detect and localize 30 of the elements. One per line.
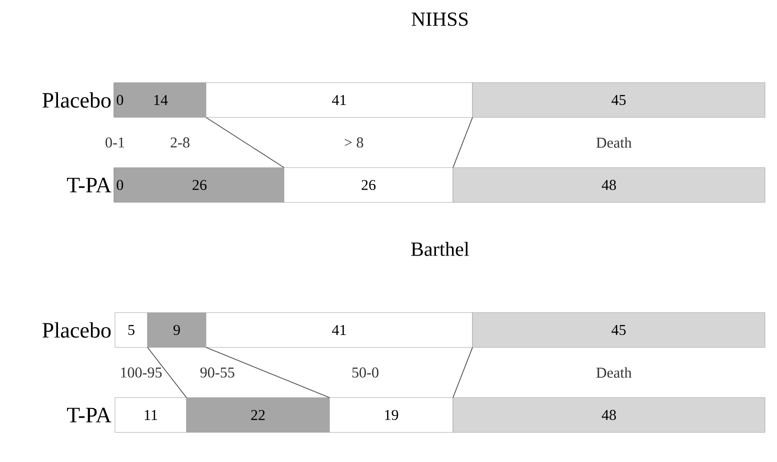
data-label: 41	[332, 95, 346, 105]
data-label: 26	[192, 180, 207, 190]
data-label: 11	[144, 410, 158, 420]
series-label: Death	[596, 367, 632, 378]
data-label: 48	[602, 410, 616, 420]
data-label: 9	[173, 324, 180, 336]
y-tick-label: Placebo	[42, 92, 111, 108]
series-label: Death	[596, 137, 632, 148]
chart-title: NIHSS	[412, 12, 468, 26]
data-label: 0	[116, 180, 124, 190]
chart-title: Barthel	[411, 242, 470, 256]
data-label: 0	[116, 94, 124, 106]
data-label: 26	[362, 180, 376, 190]
series-label: 100-95	[121, 367, 162, 378]
data-label: 48	[602, 180, 616, 190]
series-label: > 8	[344, 137, 364, 148]
data-label: 5	[128, 325, 134, 335]
y-tick-label: T-PA	[67, 408, 112, 422]
data-label: 45	[612, 94, 626, 105]
series-label: 0-1	[106, 137, 124, 148]
data-label: 45	[612, 324, 626, 335]
data-label: 14	[154, 95, 168, 105]
data-label: 41	[332, 325, 346, 335]
y-tick-label: Placebo	[42, 322, 111, 338]
y-tick-label: T-PA	[67, 178, 112, 192]
series-label: 2-8	[170, 137, 190, 148]
series-label: 90-55	[200, 367, 234, 378]
data-label: 19	[385, 410, 398, 420]
data-label: 22	[251, 410, 265, 420]
series-label: 50-0	[352, 367, 378, 378]
